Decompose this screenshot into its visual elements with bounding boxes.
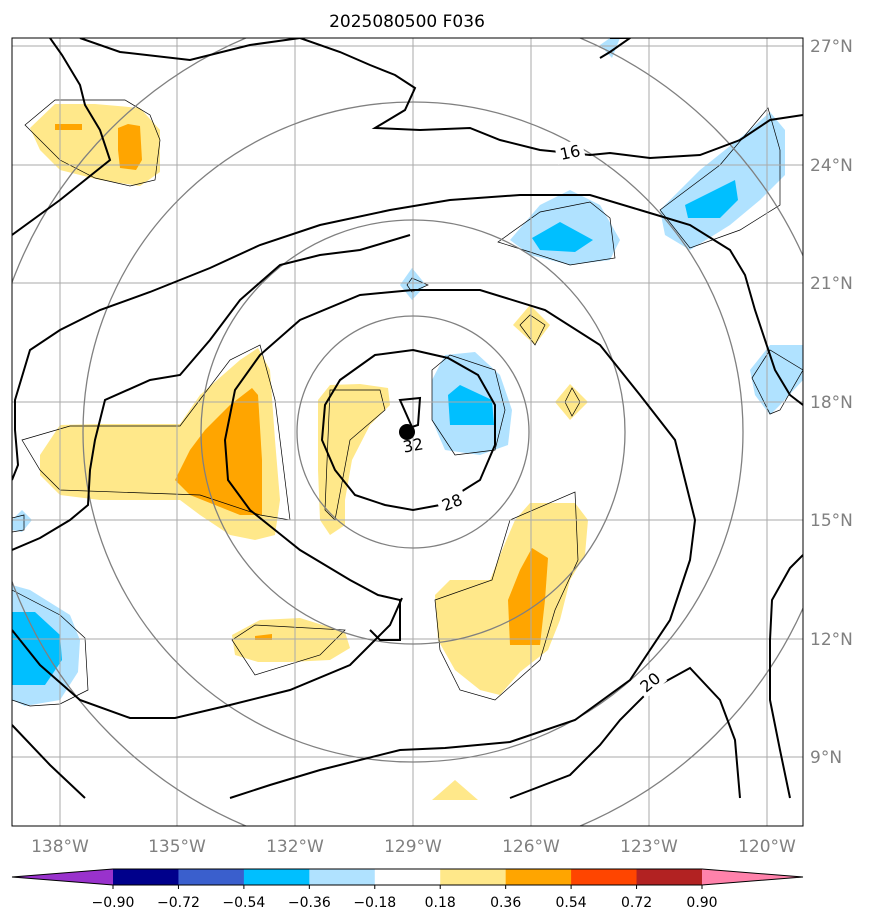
figure-title: 2025080500 F036	[329, 12, 485, 32]
lat-tick-label: 12°N	[810, 630, 853, 650]
colorbar-bin	[505, 869, 572, 885]
lat-tick-label: 24°N	[810, 156, 853, 176]
colorbar-bin	[571, 869, 638, 885]
positive-anomaly-strong	[55, 124, 548, 645]
lat-tick-label: 27°N	[810, 37, 853, 57]
gridlines	[12, 38, 803, 826]
storm-center-marker	[399, 424, 415, 440]
thick-contours	[12, 38, 803, 799]
colorbar-bin	[309, 869, 376, 885]
colorbar-extend-max	[702, 869, 803, 885]
colorbar-tick-label: 0.54	[556, 895, 587, 911]
contour-label-group: 16 20 28 32	[401, 139, 668, 699]
colorbar-bin	[113, 869, 179, 885]
lon-tick-label: 135°W	[148, 837, 206, 857]
lon-tick-label: 132°W	[266, 837, 324, 857]
lat-tick-label: 18°N	[810, 393, 853, 413]
colorbar-tick-label: 0.36	[490, 895, 521, 911]
colorbar-bin	[243, 869, 310, 885]
colorbar-tick-label: 0.18	[425, 895, 456, 911]
colorbar-tick-label: −0.90	[92, 895, 135, 911]
colorbar-tick-label: −0.18	[353, 895, 396, 911]
lat-tick-label: 9°N	[810, 748, 842, 768]
longitude-labels: 138°W 135°W 132°W 129°W 126°W 123°W 120°…	[31, 837, 796, 857]
contour-label-16: 16	[558, 141, 582, 164]
lon-tick-label: 138°W	[31, 837, 89, 857]
contour-label-32: 32	[401, 434, 424, 456]
lat-tick-label: 21°N	[810, 274, 853, 294]
colorbar-extend-min	[12, 869, 113, 885]
colorbar-bin	[440, 869, 507, 885]
latitude-labels: 27°N 24°N 21°N 18°N 15°N 12°N 9°N	[810, 37, 853, 768]
colorbar-tick-label: 0.90	[686, 895, 717, 911]
colorbar-tick-label: −0.72	[157, 895, 200, 911]
lon-tick-label: 123°W	[620, 837, 678, 857]
colorbar-tick-label: −0.54	[222, 895, 265, 911]
colorbar-tick-label: −0.36	[288, 895, 331, 911]
negative-anomaly-strong	[12, 180, 738, 685]
colorbar-bin	[178, 869, 245, 885]
lat-tick-label: 15°N	[810, 511, 853, 531]
map-area: 16 20 28 32	[12, 38, 803, 826]
colorbar-tick-label: 0.72	[621, 895, 652, 911]
lon-tick-label: 120°W	[738, 837, 796, 857]
lon-tick-label: 126°W	[502, 837, 560, 857]
lon-tick-label: 129°W	[384, 837, 442, 857]
colorbar-bin	[636, 869, 703, 885]
range-circles	[12, 38, 803, 826]
colorbar: −0.90 −0.72 −0.54 −0.36 −0.18 0.18 0.36 0.54 0.7…	[11, 868, 804, 911]
colorbar-bin	[374, 869, 441, 885]
map-frame	[11, 37, 804, 827]
